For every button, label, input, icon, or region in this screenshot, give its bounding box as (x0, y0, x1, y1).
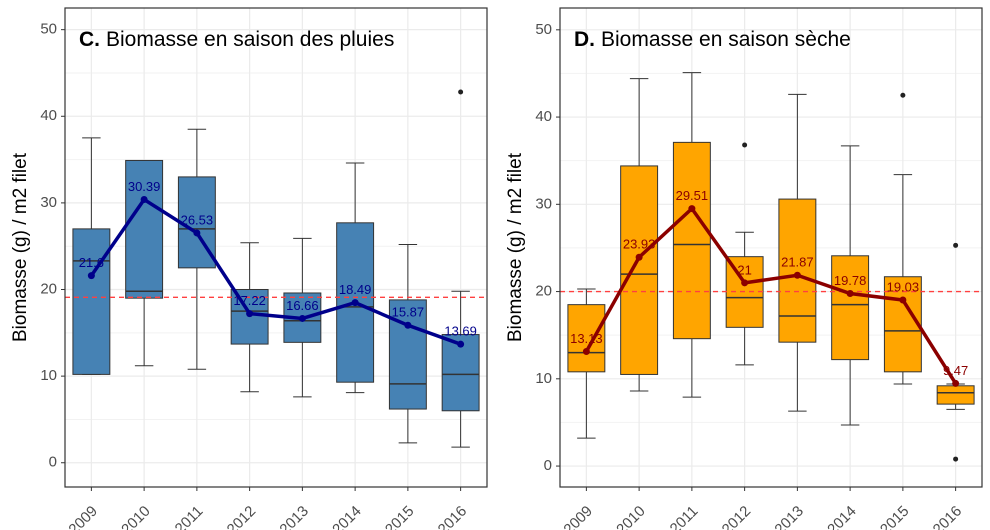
y-tick-label: 20 (40, 280, 57, 297)
y-tick-label: 30 (40, 194, 57, 211)
title-text: Biomasse en saison sèche (601, 28, 851, 51)
mean-point (140, 196, 148, 204)
mean-point (688, 205, 696, 213)
mean-point (952, 379, 960, 387)
mean-line (89, 197, 462, 346)
plot-border (559, 7, 983, 488)
mean-label: 26.53 (181, 212, 214, 227)
mean-label: 13.69 (444, 324, 477, 339)
mean-label: 21.87 (781, 255, 814, 270)
mean-label: 18.49 (339, 282, 372, 297)
y-tick-label: 10 (40, 367, 57, 384)
x-tick-label: 2009 (560, 503, 596, 530)
x-tick-label: 2010 (118, 503, 154, 530)
mean-point (87, 272, 95, 280)
mean-label: 15.87 (392, 305, 425, 320)
outlier (458, 89, 464, 95)
y-tick-label: 30 (535, 195, 552, 212)
mean-label: 30.39 (128, 179, 161, 194)
x-tick-label: 2013 (276, 503, 312, 530)
x-tick-label: 2009 (65, 503, 101, 530)
box (883, 276, 922, 373)
mean-point (246, 310, 254, 318)
panel-label: D. (574, 28, 595, 51)
mean-label: 23.93 (623, 237, 656, 252)
mean-line (584, 205, 958, 385)
box (620, 165, 659, 375)
mean-point (741, 279, 749, 287)
chart-title: C. Biomasse en saison des pluies (79, 28, 394, 51)
y-tick-label: 0 (49, 454, 57, 471)
y-tick-label: 50 (40, 21, 57, 38)
x-tick-label: 2015 (382, 503, 418, 530)
mean-point (846, 289, 854, 297)
mean-point (635, 253, 643, 261)
y-axis-label: Biomasse (g) / m2 filet (505, 152, 526, 342)
mean-label: 19.78 (834, 273, 867, 288)
box (936, 385, 975, 405)
mean-point (457, 340, 465, 348)
outlier (953, 456, 959, 462)
mean-point (899, 296, 907, 304)
mean-point (298, 314, 306, 322)
x-tick-label: 2016 (930, 503, 966, 530)
mean-label: 13.13 (570, 331, 603, 346)
mean-label: 29.51 (676, 188, 709, 203)
x-tick-label: 2013 (771, 503, 807, 530)
mean-label: 21 (737, 262, 751, 277)
plot-border (64, 7, 488, 488)
x-tick-label: 2012 (224, 503, 260, 530)
box (72, 228, 111, 375)
y-tick-label: 40 (535, 108, 552, 125)
outlier (900, 92, 906, 98)
title-text: Biomasse en saison des pluies (106, 28, 394, 51)
mean-label: 9.47 (943, 363, 968, 378)
x-tick-label: 2014 (329, 503, 365, 530)
box (778, 198, 817, 343)
box (672, 141, 711, 340)
y-tick-label: 50 (535, 21, 552, 38)
panel-label: C. (79, 28, 100, 51)
mean-point (582, 348, 590, 356)
mean-label: 21.6 (79, 255, 104, 270)
outlier (953, 242, 959, 248)
x-tick-label: 2015 (877, 503, 913, 530)
panel: 0 10 20 30 40 50 2009 2010 2011 2012 2013 2014 2015 2… (505, 7, 983, 530)
y-tick-label: 40 (40, 107, 57, 124)
mean-label: 16.66 (286, 298, 319, 313)
mean-point (404, 321, 412, 329)
x-tick-label: 2011 (667, 503, 702, 530)
mean-point (193, 229, 201, 237)
y-tick-label: 10 (535, 370, 552, 387)
panel: 0 10 20 30 40 50 2009 2010 2011 2012 2013 2014 2015 2… (10, 7, 488, 530)
mean-label: 19.03 (887, 279, 920, 294)
mean-label: 17.22 (233, 293, 266, 308)
x-tick-label: 2014 (824, 503, 860, 530)
box (567, 304, 606, 373)
x-tick-label: 2010 (613, 503, 649, 530)
y-axis-label: Biomasse (g) / m2 filet (10, 152, 31, 342)
box (125, 159, 164, 299)
box (831, 255, 870, 361)
outlier (742, 142, 748, 148)
x-tick-label: 2016 (435, 503, 471, 530)
y-tick-label: 0 (544, 457, 552, 474)
y-tick-label: 20 (535, 283, 552, 300)
x-tick-label: 2012 (719, 503, 755, 530)
chart-title: D. Biomasse en saison sèche (574, 28, 851, 51)
mean-point (793, 271, 801, 279)
mean-point (351, 299, 359, 307)
x-tick-label: 2011 (172, 503, 207, 530)
